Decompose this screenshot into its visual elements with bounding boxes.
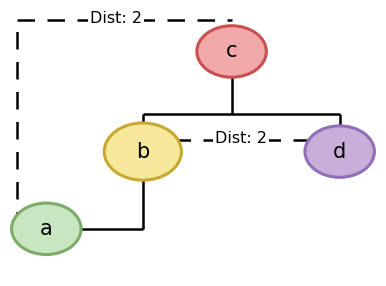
Circle shape: [305, 126, 374, 177]
Circle shape: [197, 26, 266, 77]
Text: c: c: [226, 41, 237, 61]
Text: Dist: 2: Dist: 2: [215, 131, 267, 146]
Circle shape: [12, 203, 81, 255]
Text: b: b: [136, 142, 149, 162]
Circle shape: [104, 123, 181, 180]
Text: d: d: [333, 142, 346, 162]
Text: a: a: [40, 219, 53, 239]
Text: Dist: 2: Dist: 2: [90, 11, 142, 26]
